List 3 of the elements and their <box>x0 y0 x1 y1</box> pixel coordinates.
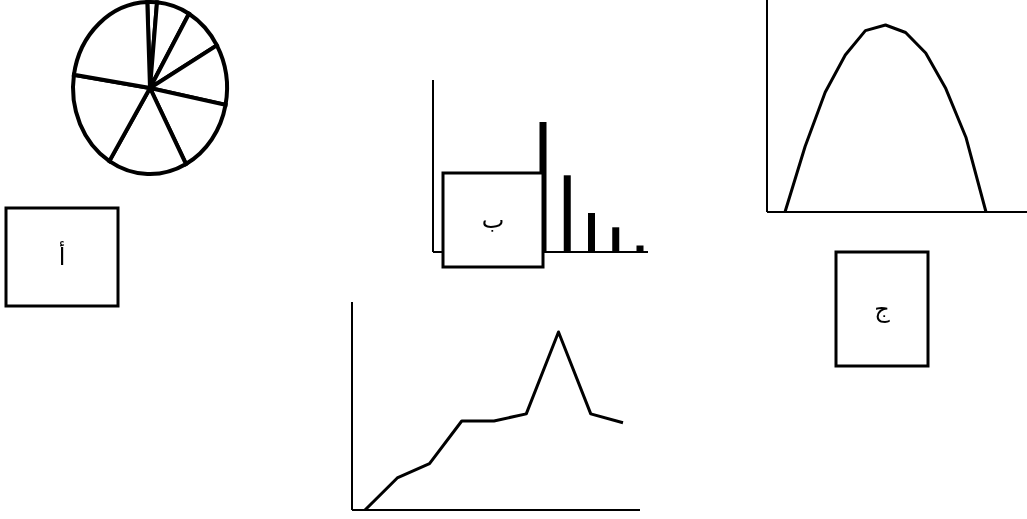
text: ب <box>481 206 505 235</box>
text: ج <box>874 295 891 324</box>
text: أ <box>58 241 66 272</box>
